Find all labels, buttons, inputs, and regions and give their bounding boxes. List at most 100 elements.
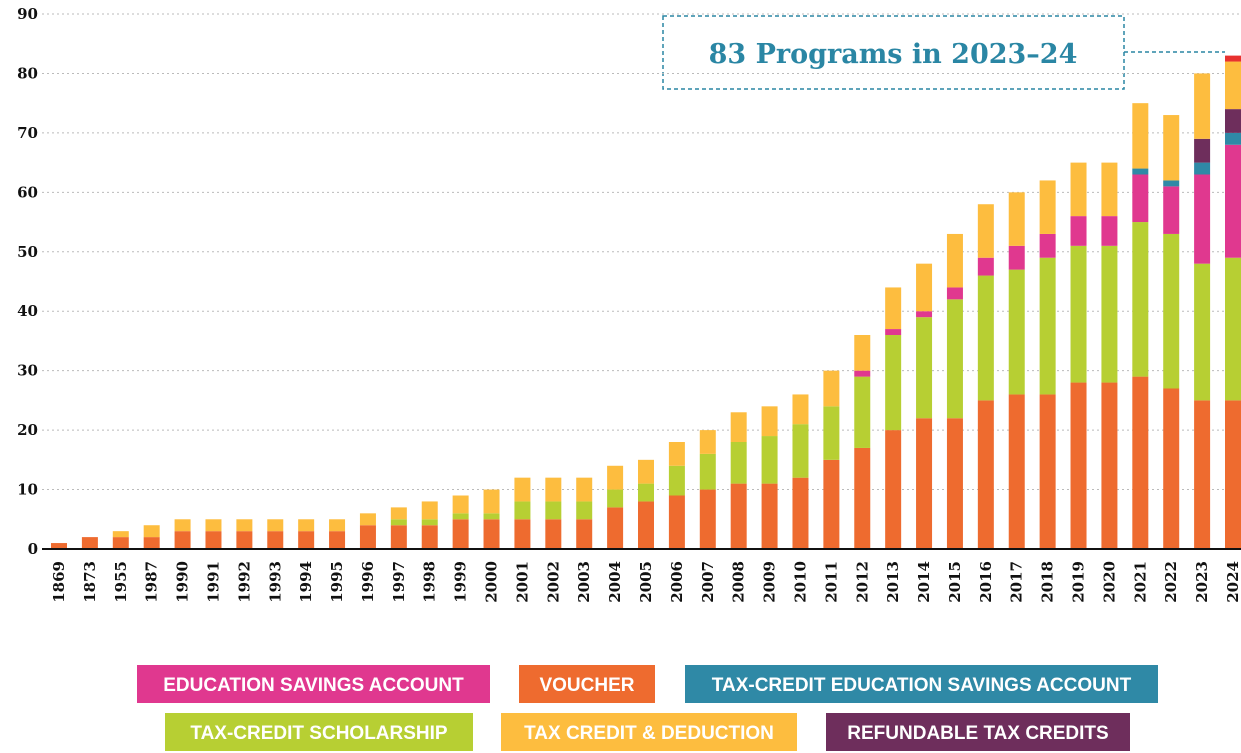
bar-segment xyxy=(1194,162,1211,175)
x-tick-label: 1869 xyxy=(50,561,68,603)
bar-segment xyxy=(1008,192,1025,246)
y-tick-label: 60 xyxy=(17,183,38,201)
bar-segment xyxy=(792,477,809,549)
legend-label: TAX-CREDIT SCHOLARSHIP xyxy=(190,723,448,744)
x-tick-label: 2016 xyxy=(977,561,995,603)
bar-segment xyxy=(946,418,963,549)
bar-segment xyxy=(1163,233,1180,389)
bar-segment xyxy=(452,519,469,549)
x-tick-label: 2007 xyxy=(699,561,717,603)
x-tick-label: 1996 xyxy=(359,561,377,603)
bar-segment xyxy=(1070,382,1087,549)
y-tick-label: 90 xyxy=(17,5,38,23)
bar-segment xyxy=(514,501,531,520)
bar-segment xyxy=(1101,162,1118,217)
bar-segment xyxy=(1163,180,1180,187)
bar-segment xyxy=(977,400,994,549)
bar-segment xyxy=(916,418,933,549)
bar-segment xyxy=(916,311,933,318)
bar-segment xyxy=(390,525,407,549)
bar-segment xyxy=(236,531,253,549)
bar-segment xyxy=(1225,144,1241,258)
x-tick-label: 1995 xyxy=(328,561,346,603)
bar-segment xyxy=(761,406,778,437)
bar-segment xyxy=(638,483,654,502)
bar-segment xyxy=(298,519,315,532)
bar-segment xyxy=(329,531,346,549)
bar-segment xyxy=(174,519,191,532)
bar-segment xyxy=(545,477,562,502)
bar-segment xyxy=(1225,55,1241,62)
bar-segment xyxy=(1225,400,1241,549)
bar-segment xyxy=(1163,186,1180,234)
bar-segment xyxy=(329,519,346,532)
bar-segment xyxy=(174,531,191,549)
x-tick-label: 1987 xyxy=(143,561,161,603)
bar-segment xyxy=(1132,168,1149,175)
bar-segment xyxy=(1008,394,1025,549)
x-tick-label: 2005 xyxy=(637,561,655,603)
bar-segment xyxy=(452,495,469,514)
y-tick-label: 0 xyxy=(28,540,38,558)
x-tick-label: 1991 xyxy=(204,561,222,603)
bar-segment xyxy=(1132,103,1149,169)
y-tick-label: 30 xyxy=(17,362,38,380)
legend-swatch xyxy=(137,665,490,703)
x-tick-label: 2001 xyxy=(513,561,531,603)
bar-segment xyxy=(730,483,747,549)
bar-segment xyxy=(1132,174,1149,223)
x-tick-label: 2018 xyxy=(1039,561,1057,603)
bar-segment xyxy=(1225,109,1241,133)
x-tick-label: 2012 xyxy=(853,561,871,603)
bar-segment xyxy=(1039,233,1056,258)
bar-segment xyxy=(298,531,315,549)
legend-label: REFUNDABLE TAX CREDITS xyxy=(847,723,1108,744)
bar-segment xyxy=(1101,216,1118,246)
bar-segment xyxy=(112,531,129,538)
legend-label: TAX CREDIT & DEDUCTION xyxy=(524,723,774,744)
y-tick-label: 10 xyxy=(17,481,38,499)
bar-segment xyxy=(143,537,160,549)
bar-segment xyxy=(977,204,994,258)
bar-segment xyxy=(1132,376,1149,549)
bar-segment xyxy=(1132,222,1149,377)
x-tick-label: 1999 xyxy=(452,561,470,603)
x-tick-label: 2008 xyxy=(730,561,748,603)
bar-segment xyxy=(885,430,902,549)
y-tick-label: 50 xyxy=(17,243,38,261)
bar-segment xyxy=(854,370,871,377)
bar-segment xyxy=(607,507,624,549)
y-tick-label: 80 xyxy=(17,64,38,82)
annotation-box xyxy=(662,15,1125,90)
x-tick-label: 2002 xyxy=(544,561,562,603)
bar-segment xyxy=(1194,400,1211,549)
legend-label: EDUCATION SAVINGS ACCOUNT xyxy=(163,675,464,696)
x-tick-label: 2020 xyxy=(1100,561,1118,603)
bar-segment xyxy=(946,233,963,288)
x-tick-label: 2006 xyxy=(668,561,686,603)
bar-segment xyxy=(483,519,500,549)
bar-segment xyxy=(81,537,98,549)
bar-segment xyxy=(1163,388,1180,549)
bar-segment xyxy=(359,525,376,549)
x-tick-label: 2017 xyxy=(1008,561,1026,603)
bar-segment xyxy=(1194,73,1211,139)
bar-segment xyxy=(1039,257,1056,395)
bar-segment xyxy=(1101,382,1118,549)
bar-segment xyxy=(576,501,593,520)
annotation: 83 Programs in 2023–24 xyxy=(709,39,1078,70)
x-tick-label: 2022 xyxy=(1162,561,1180,603)
x-tick-label: 2011 xyxy=(822,561,840,603)
bar-segment xyxy=(823,406,840,460)
bar-segment xyxy=(1039,180,1056,234)
x-tick-label: 2014 xyxy=(915,561,933,603)
bar-segment xyxy=(1070,216,1087,246)
y-tick-label: 70 xyxy=(17,124,38,142)
bar-segment xyxy=(1194,263,1211,401)
x-tick-label: 2003 xyxy=(575,561,593,603)
bar-segment xyxy=(699,489,716,549)
bar-segment xyxy=(390,519,407,526)
x-tick-label: 1997 xyxy=(390,561,408,603)
x-tick-label: 1955 xyxy=(112,561,130,603)
bar-segment xyxy=(1225,132,1241,145)
